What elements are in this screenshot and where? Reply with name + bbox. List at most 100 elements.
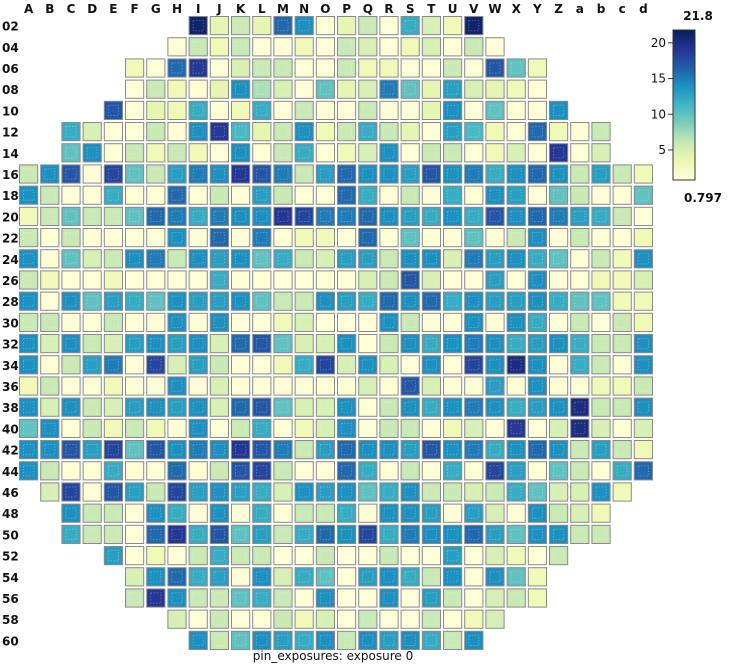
assembly-cell <box>358 312 378 332</box>
assembly-cell <box>252 312 272 332</box>
assembly-cell <box>315 630 335 650</box>
assembly-cell <box>19 185 39 205</box>
assembly-cell <box>82 418 102 438</box>
assembly-cell <box>549 355 569 375</box>
assembly-cell <box>315 567 335 587</box>
assembly-cell <box>358 58 378 78</box>
assembly-cell <box>315 397 335 417</box>
assembly-cell <box>358 37 378 57</box>
assembly-cell <box>252 609 272 629</box>
assembly-cell <box>167 334 187 354</box>
assembly-cell <box>485 461 505 481</box>
assembly-cell <box>209 546 230 566</box>
assembly-cell <box>19 291 39 311</box>
assembly-cell <box>337 143 357 163</box>
assembly-cell <box>443 418 463 438</box>
assembly-cell <box>252 270 272 290</box>
assembly-cell <box>549 312 569 332</box>
assembly-cell <box>591 503 611 523</box>
assembly-cell <box>400 397 420 417</box>
assembly-cell <box>400 524 420 544</box>
assembly-cell <box>146 122 166 142</box>
assembly-cell <box>527 79 547 99</box>
assembly-cell <box>252 79 272 99</box>
assembly-cell <box>379 270 399 290</box>
assembly-cell <box>315 37 335 57</box>
assembly-cell <box>294 609 314 629</box>
assembly-cell <box>82 270 102 290</box>
row-label: 26 <box>2 274 19 288</box>
assembly-cell <box>273 270 293 290</box>
assembly-cell <box>231 503 251 523</box>
assembly-cell <box>464 609 484 629</box>
assembly-cell <box>125 355 145 375</box>
assembly-cell <box>252 122 272 142</box>
chart-caption: pin_exposures: exposure 0 <box>253 649 413 663</box>
assembly-cell <box>40 206 60 227</box>
assembly-cell <box>82 355 102 375</box>
assembly-cell <box>612 376 632 396</box>
assembly-cell <box>358 609 378 629</box>
row-label: 10 <box>2 104 19 118</box>
assembly-cell <box>400 418 420 438</box>
assembly-cell <box>252 588 272 608</box>
assembly-cell <box>485 397 505 417</box>
assembly-cell <box>103 312 124 332</box>
assembly-cell <box>506 482 526 502</box>
assembly-cell <box>252 524 272 544</box>
row-label: 08 <box>2 83 19 97</box>
assembly-cell <box>464 79 484 99</box>
row-label: 48 <box>2 507 19 521</box>
column-label: Y <box>532 2 542 16</box>
assembly-cell <box>443 79 463 99</box>
assembly-cell <box>231 418 251 438</box>
assembly-cell <box>252 482 272 502</box>
assembly-cell <box>485 312 505 332</box>
assembly-cell <box>294 291 314 311</box>
assembly-cell <box>485 185 505 205</box>
column-label: G <box>151 2 161 16</box>
assembly-cell <box>506 58 526 78</box>
assembly-cell <box>315 376 335 396</box>
assembly-cell <box>443 206 463 227</box>
assembly-cell <box>506 440 526 460</box>
column-label: Q <box>363 2 373 16</box>
assembly-cell <box>188 355 208 375</box>
assembly-cell <box>61 206 81 227</box>
colorbar-tick-label: 5 <box>658 143 666 157</box>
assembly-cell <box>315 482 335 502</box>
assembly-cell <box>167 122 187 142</box>
assembly-cell <box>464 228 484 248</box>
assembly-cell <box>421 524 441 544</box>
column-label: E <box>109 2 117 16</box>
assembly-cell <box>82 482 102 502</box>
assembly-cell <box>358 206 378 227</box>
assembly-cell <box>188 376 208 396</box>
assembly-cell <box>209 609 230 629</box>
assembly-cell <box>400 16 420 36</box>
assembly-cell <box>506 228 526 248</box>
assembly-cell <box>485 609 505 629</box>
assembly-cell <box>421 58 441 78</box>
assembly-cell <box>273 397 293 417</box>
assembly-cell <box>146 461 166 481</box>
assembly-cell <box>464 397 484 417</box>
assembly-cell <box>209 16 230 36</box>
assembly-cell <box>252 291 272 311</box>
assembly-cell <box>231 206 251 227</box>
assembly-cell <box>506 546 526 566</box>
assembly-cell <box>527 418 547 438</box>
assembly-cell <box>125 376 145 396</box>
assembly-cell <box>421 376 441 396</box>
assembly-cell <box>315 503 335 523</box>
assembly-cell <box>421 588 441 608</box>
assembly-cell <box>400 100 420 121</box>
assembly-cell <box>315 312 335 332</box>
column-label: P <box>342 2 351 16</box>
assembly-cell <box>464 16 484 36</box>
assembly-cell <box>273 546 293 566</box>
assembly-cell <box>167 609 187 629</box>
assembly-cell <box>464 185 484 205</box>
assembly-cell <box>506 418 526 438</box>
assembly-cell <box>443 630 463 650</box>
